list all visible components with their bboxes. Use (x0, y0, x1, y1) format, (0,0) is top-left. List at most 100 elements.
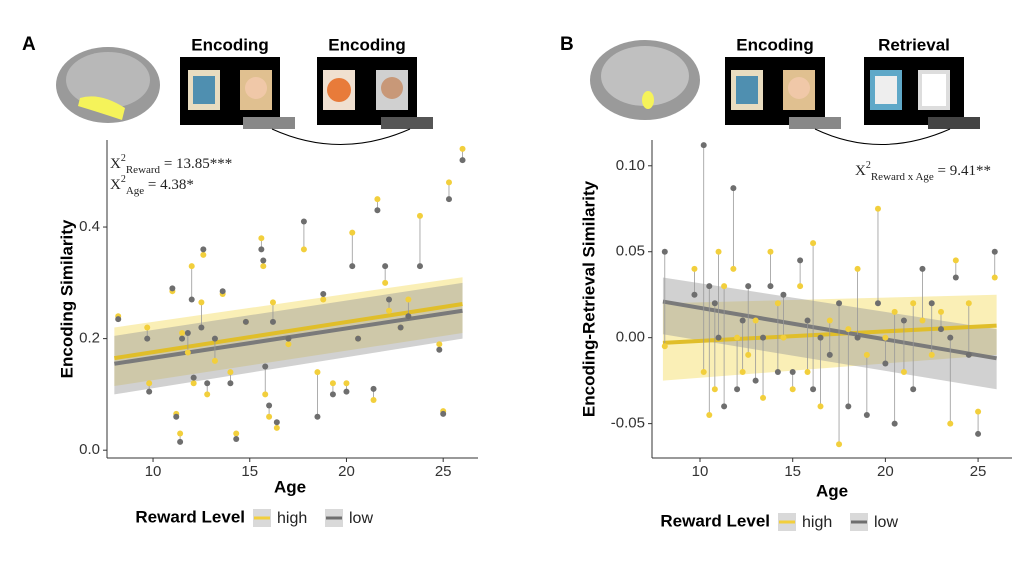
point (854, 265, 861, 272)
y-tick-label: -0.05 (611, 415, 645, 432)
image-caption: Encoding (736, 35, 813, 54)
point (817, 403, 824, 410)
point (882, 360, 889, 367)
point (810, 386, 817, 393)
y-tick-label: 0.2 (79, 330, 100, 347)
annotation-part: = 4.38* (144, 177, 194, 193)
point (975, 430, 982, 437)
point (780, 334, 787, 341)
point (204, 380, 211, 387)
point (190, 374, 197, 381)
point (900, 369, 907, 376)
image-caption: Encoding (191, 35, 268, 54)
point (863, 351, 870, 358)
y-tick-label: 0.05 (616, 243, 645, 260)
point (405, 313, 412, 320)
y-tick-label: 0.0 (79, 441, 100, 458)
y-axis-title: Encoding-Retrieval Similarity (579, 180, 598, 417)
point (711, 386, 718, 393)
annotation-part: Age (126, 185, 144, 197)
point (416, 263, 423, 270)
point (436, 346, 443, 353)
point (760, 394, 767, 401)
point (991, 248, 998, 255)
point (198, 324, 205, 331)
point (349, 263, 356, 270)
point (965, 300, 972, 307)
point (200, 246, 207, 253)
point (370, 396, 377, 403)
point (874, 205, 881, 212)
point (382, 279, 389, 286)
point (416, 212, 423, 219)
point (329, 380, 336, 387)
point (706, 412, 713, 419)
point (211, 357, 218, 364)
point (952, 274, 959, 281)
point (910, 300, 917, 307)
point (891, 420, 898, 427)
annotation-part: 2 (866, 160, 871, 171)
point (445, 196, 452, 203)
point (965, 351, 972, 358)
point (836, 300, 843, 307)
point (752, 317, 759, 324)
point (854, 334, 861, 341)
annotation-part: X (110, 177, 121, 193)
annotation-part: 2 (121, 153, 126, 164)
point (374, 196, 381, 203)
point (349, 229, 356, 236)
point (691, 265, 698, 272)
point (144, 335, 151, 342)
annotation-part: 2 (121, 174, 126, 185)
point (767, 283, 774, 290)
point (691, 291, 698, 298)
y-tick-label: 0.10 (616, 157, 645, 174)
point (329, 391, 336, 398)
point (459, 145, 466, 152)
point (266, 413, 273, 420)
point (804, 317, 811, 324)
point (774, 369, 781, 376)
point (146, 388, 153, 395)
point (144, 324, 151, 331)
point (260, 263, 267, 270)
point (874, 300, 881, 307)
point (789, 369, 796, 376)
annotation-part: Reward (126, 164, 161, 176)
point (233, 430, 240, 437)
stat-annotation: X2Reward = 13.85*** (110, 153, 232, 175)
point (273, 424, 280, 431)
panel-label: B (560, 34, 574, 55)
point (177, 438, 184, 445)
legend-label: high (802, 514, 832, 531)
point (343, 380, 350, 387)
point (882, 334, 889, 341)
x-tick-label: 25 (970, 463, 987, 480)
point (863, 412, 870, 419)
point (436, 341, 443, 348)
point (952, 257, 959, 264)
point (739, 369, 746, 376)
point (810, 240, 817, 247)
point (320, 290, 327, 297)
point (190, 380, 197, 387)
point (661, 248, 668, 255)
x-tick-label: 20 (877, 463, 894, 480)
point (273, 419, 280, 426)
point (233, 436, 240, 443)
point (734, 334, 741, 341)
y-tick-label: 0.4 (79, 218, 100, 235)
point (826, 351, 833, 358)
point (397, 324, 404, 331)
x-tick-label: 10 (692, 463, 709, 480)
point (269, 299, 276, 306)
point (343, 388, 350, 395)
point (285, 341, 292, 348)
point (227, 369, 234, 376)
point (797, 257, 804, 264)
point (314, 413, 321, 420)
point (440, 410, 447, 417)
point (219, 288, 226, 295)
